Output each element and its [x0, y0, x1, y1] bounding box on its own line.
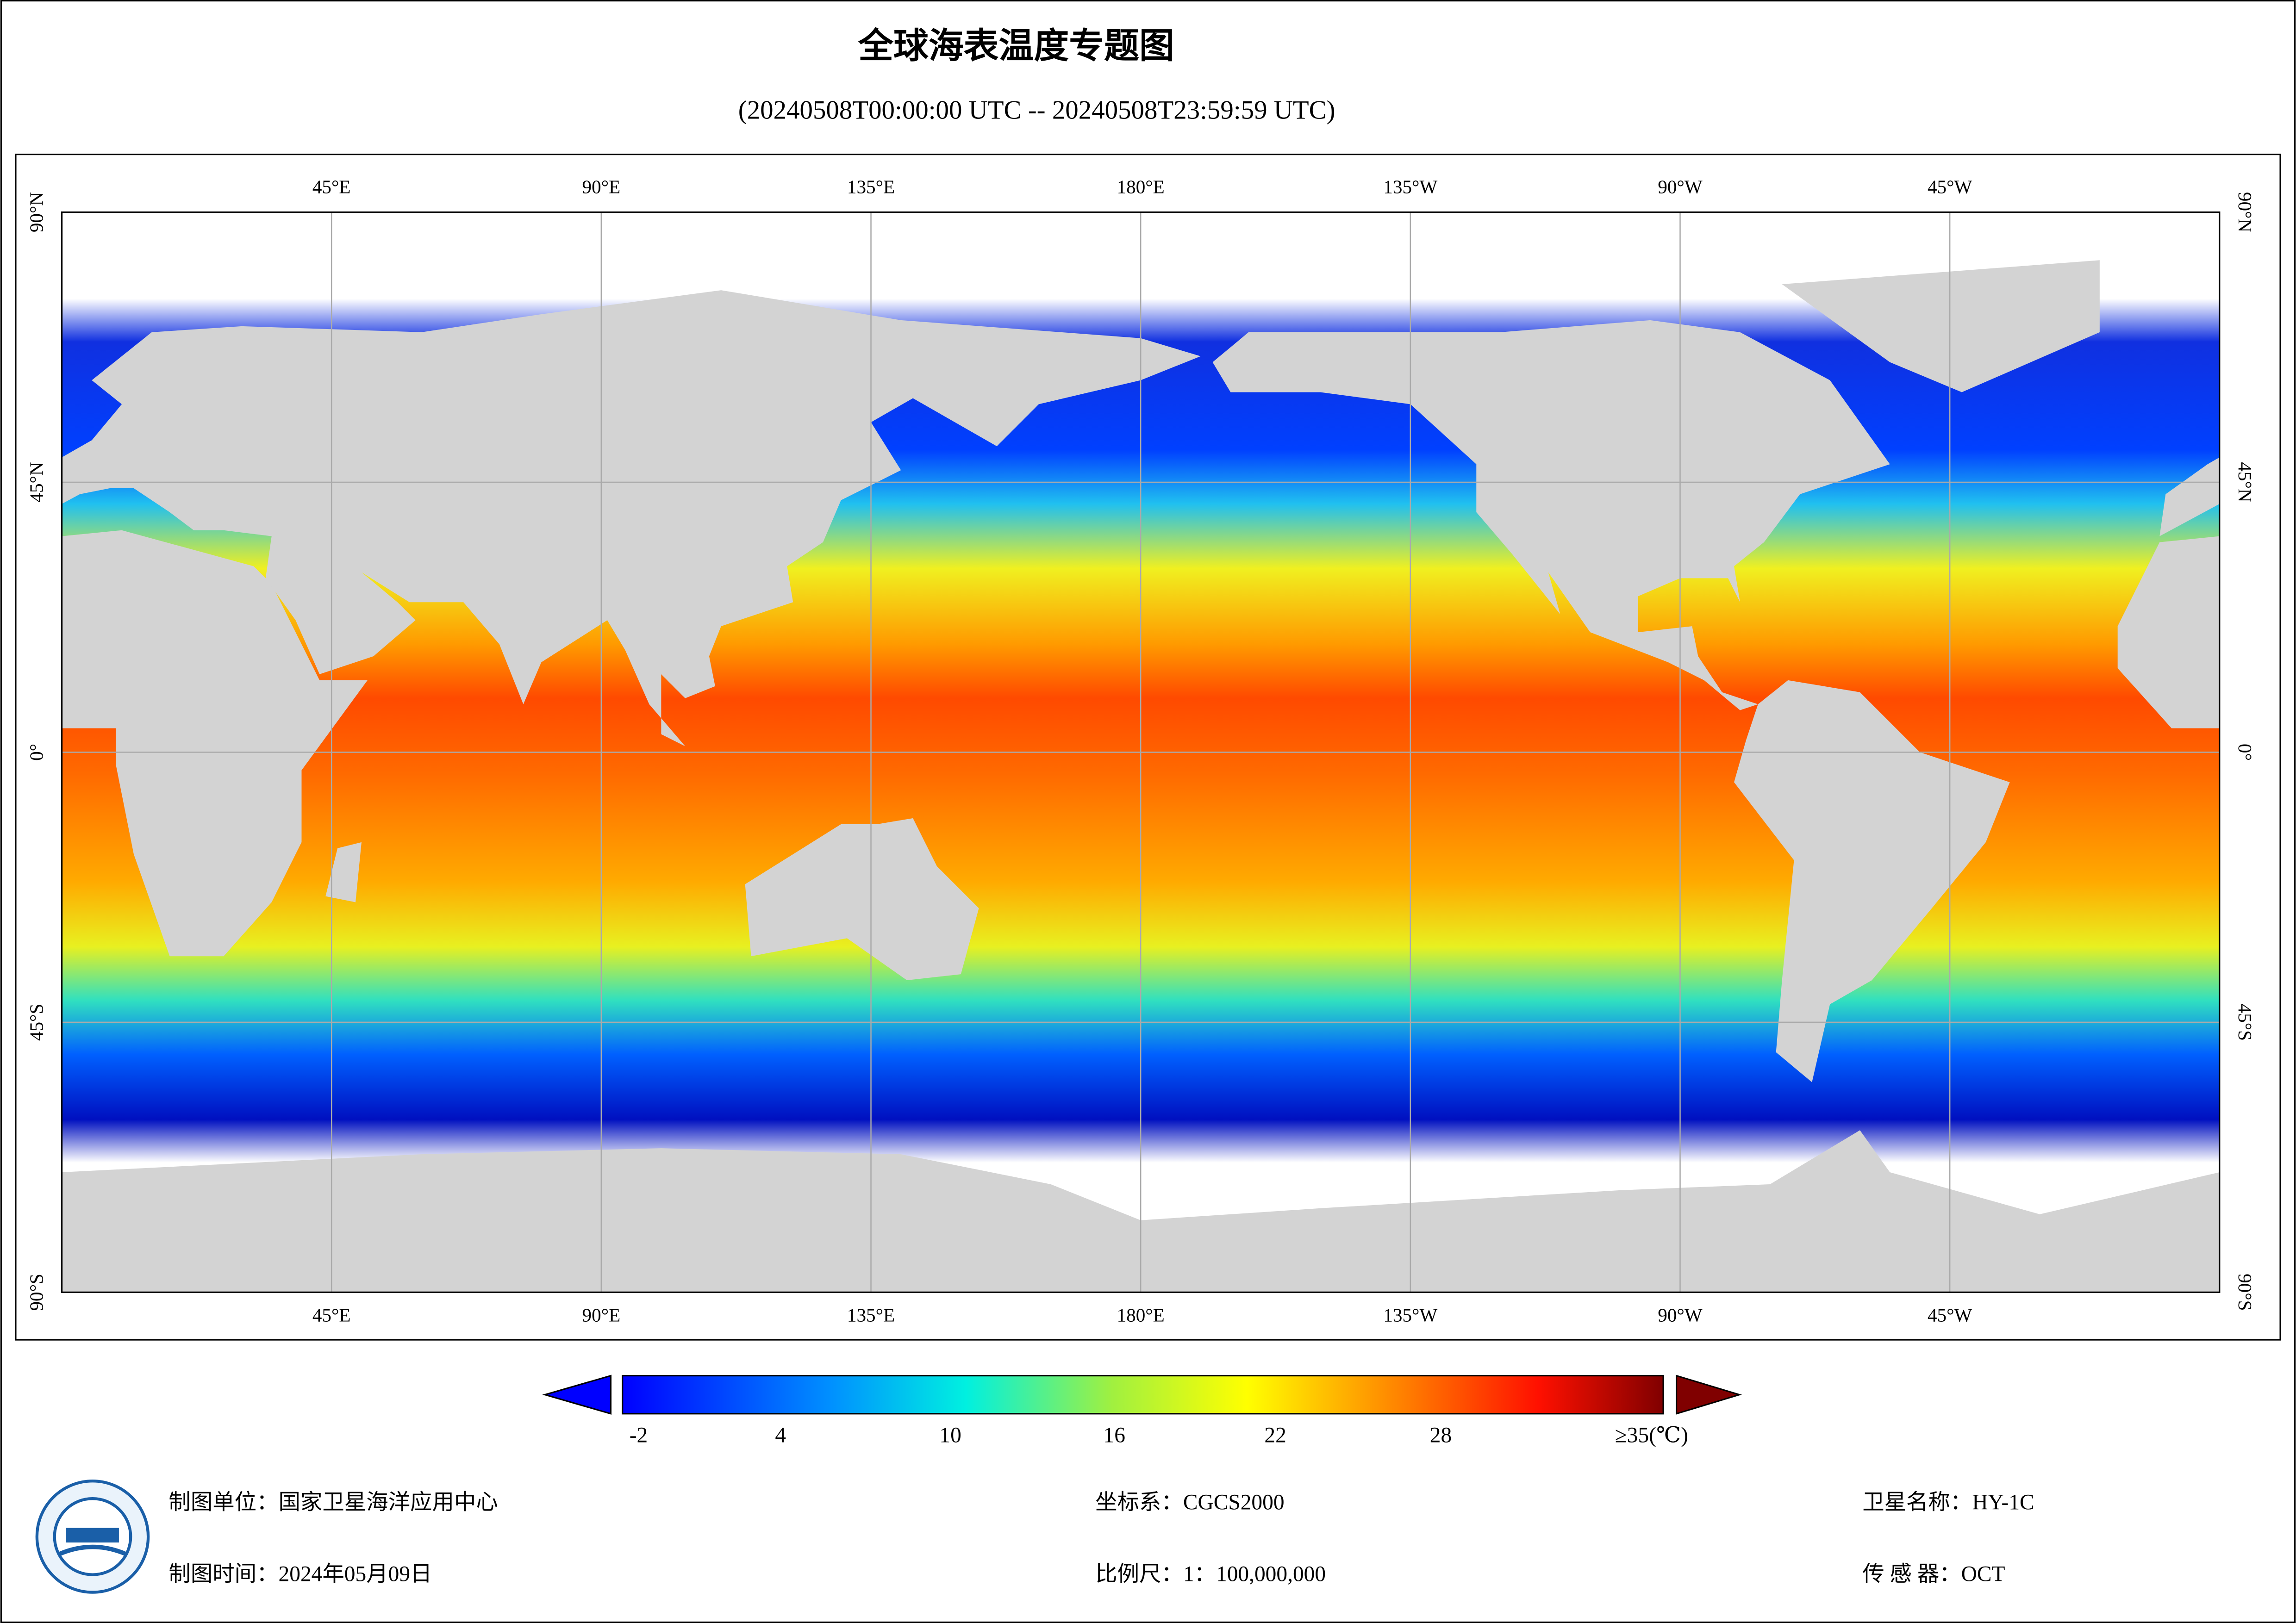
land — [1212, 320, 1890, 710]
footer-scale: 比例尺：1：100,000,000 — [1095, 1562, 1326, 1586]
land — [1734, 680, 2010, 1082]
colorbar-label: 28 — [1430, 1423, 1452, 1447]
colorbar-label: 10 — [939, 1423, 961, 1447]
lon-label-top: 45°W — [1928, 176, 1972, 197]
lon-label-top: 90°W — [1658, 176, 1703, 197]
land — [2117, 536, 2220, 728]
title: 全球海表温度专题图 — [858, 27, 1174, 66]
lat-label-left: 90°N — [25, 192, 47, 232]
colorbar-label: 22 — [1264, 1423, 1286, 1447]
lon-label-bottom: 90°E — [582, 1305, 621, 1326]
lon-label-top: 135°W — [1383, 176, 1437, 197]
colorbar-label: 16 — [1104, 1423, 1125, 1447]
lat-label-right: 90°S — [2234, 1274, 2256, 1311]
colorbar-label: -2 — [630, 1423, 648, 1447]
lat-label-left: 90°S — [25, 1274, 47, 1311]
lon-label-top: 180°E — [1117, 176, 1165, 197]
lon-label-top: 135°E — [847, 176, 895, 197]
lon-label-bottom: 45°E — [312, 1305, 351, 1326]
footer-satellite: 卫星名称：HY-1C — [1862, 1491, 2034, 1515]
lon-label-bottom: 135°W — [1383, 1305, 1437, 1326]
lat-label-right: 45°S — [2234, 1004, 2256, 1041]
land — [325, 842, 362, 902]
footer-sensor: 传 感 器：OCT — [1862, 1562, 2005, 1586]
lat-label-left: 45°S — [25, 1004, 47, 1041]
lat-label-right: 90°N — [2234, 192, 2256, 232]
colorbar-low-arrow — [542, 1374, 612, 1415]
lon-label-bottom: 135°E — [847, 1305, 895, 1326]
lat-label-right: 0° — [2234, 744, 2256, 761]
land — [1782, 260, 2100, 392]
map-area — [62, 212, 2220, 1293]
lat-label-right: 45°N — [2234, 462, 2256, 502]
map-border — [61, 211, 2221, 1293]
colorbar-label: ≥35(℃) — [1615, 1423, 1688, 1447]
land — [62, 290, 1201, 746]
lon-label-top: 90°E — [582, 176, 621, 197]
logo — [35, 1480, 150, 1594]
land — [62, 530, 368, 957]
lat-label-left: 0° — [25, 744, 47, 761]
footer-crs: 坐标系：CGCS2000 — [1095, 1491, 1284, 1515]
lon-label-bottom: 45°W — [1928, 1305, 1972, 1326]
lon-label-top: 45°E — [312, 176, 351, 197]
footer-unit: 制图单位：国家卫星海洋应用中心 — [168, 1491, 498, 1515]
land — [2159, 457, 2220, 536]
lat-label-left: 45°N — [25, 462, 47, 502]
footer-date: 制图时间：2024年05月09日 — [168, 1562, 432, 1586]
subtitle: (20240508T00:00:00 UTC -- 20240508T23:59… — [738, 96, 1335, 125]
colorbar-label: 4 — [775, 1423, 786, 1447]
lon-label-bottom: 90°W — [1658, 1305, 1703, 1326]
lon-label-bottom: 180°E — [1117, 1305, 1165, 1326]
colorbar — [622, 1374, 1664, 1415]
map-frame — [15, 154, 2281, 1341]
land — [745, 818, 979, 981]
colorbar-high-arrow — [1676, 1374, 1742, 1415]
